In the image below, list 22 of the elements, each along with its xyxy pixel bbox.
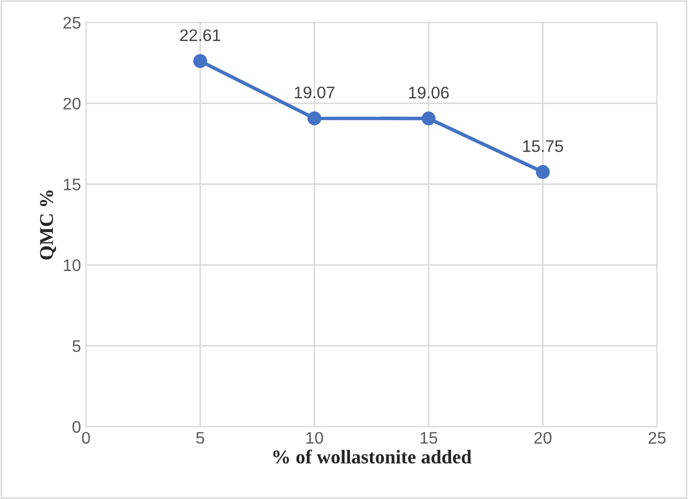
x-tick-label: 20 <box>534 432 552 444</box>
x-tick-label: 25 <box>648 432 666 444</box>
y-tick-label: 5 <box>72 340 80 352</box>
y-tick-label: 25 <box>63 16 80 29</box>
data-label: 15.75 <box>523 140 563 152</box>
point <box>422 112 436 126</box>
y-tick-label: 15 <box>64 178 80 190</box>
point <box>193 54 208 68</box>
y-tick-label: 20 <box>63 98 80 110</box>
data-label: 19.06 <box>409 86 449 99</box>
y-tick-label: 10 <box>64 259 80 272</box>
data-label: 22.61 <box>180 29 220 42</box>
x-tick-label: 0 <box>82 432 90 444</box>
y-axis-title: QMC % <box>40 190 56 260</box>
x-axis-title: % of wollastonite added <box>273 450 472 464</box>
x-tick-label: 5 <box>196 432 204 444</box>
y-tick-label: 0 <box>72 421 80 433</box>
point <box>307 111 322 126</box>
x-tick-label: 15 <box>420 432 438 444</box>
point <box>536 165 550 179</box>
x-tick-label: 10 <box>306 432 324 444</box>
data-label: 19.07 <box>294 86 334 98</box>
